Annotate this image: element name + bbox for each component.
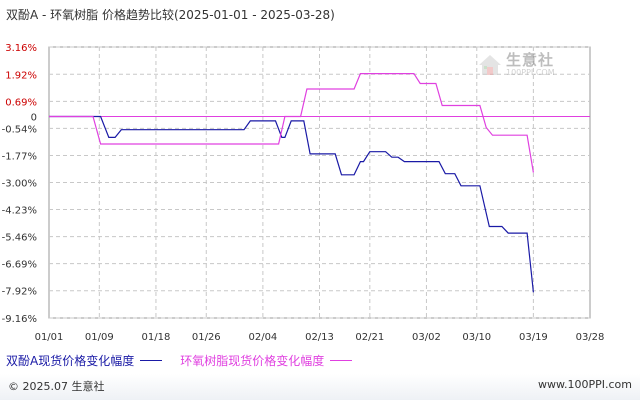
x-tick-label: 02/21 <box>355 332 384 343</box>
legend-label-series2: 环氧树脂现货价格变化幅度 <box>180 354 325 368</box>
legend-item-series1: 双酚A现货价格变化幅度 <box>6 352 163 369</box>
legend-swatch-series1 <box>140 360 163 361</box>
x-tick-label: 02/13 <box>305 332 334 343</box>
y-tick-label: -6.69% <box>2 260 37 271</box>
legend-swatch-series2 <box>330 360 353 361</box>
x-tick-label: 01/18 <box>142 332 171 343</box>
series-lines <box>49 72 534 293</box>
x-tick-label: 03/02 <box>412 332 441 343</box>
watermark-subtext: 100PPI.COM <box>506 68 555 77</box>
y-tick-label: -7.92% <box>2 287 37 298</box>
y-tick-label: -0.54% <box>2 124 37 135</box>
y-tick-label: 0.69% <box>5 97 37 108</box>
chart-title: 双酚A - 环氧树脂 价格趋势比较(2025-01-01 - 2025-03-2… <box>6 8 335 22</box>
watermark: 生意社 100PPI.COM <box>478 52 555 77</box>
legend-item-series2: 环氧树脂现货价格变化幅度 <box>180 352 353 369</box>
x-tick-label: 01/01 <box>35 332 64 343</box>
watermark-text: 生意社 <box>506 51 555 69</box>
y-tick-label: 0 <box>31 113 37 124</box>
y-tick-label: -4.23% <box>2 206 37 217</box>
line-chart: 3.16% 1.92% 0.69% 0-0.54% -1.77% -3.00% -4.23%… <box>2 43 605 343</box>
y-tick-label: -1.77% <box>2 151 37 162</box>
x-tick-label: 03/10 <box>462 332 491 343</box>
x-tick-label: 02/04 <box>248 332 277 343</box>
watermark-logo-icon <box>479 54 501 75</box>
x-tick-label: 01/09 <box>85 332 114 343</box>
y-tick-label: -9.16% <box>2 314 37 325</box>
y-tick-label: -5.46% <box>2 233 37 244</box>
series-line-2 <box>49 72 534 173</box>
series-line-1 <box>49 115 534 293</box>
y-tick-label: -3.00% <box>2 179 37 190</box>
legend-label-series1: 双酚A现货价格变化幅度 <box>6 354 135 368</box>
footer-bar <box>0 374 640 400</box>
y-tick-label: 1.92% <box>5 70 37 81</box>
x-tick-label: 03/28 <box>576 332 605 343</box>
y-tick-labels: 3.16% 1.92% 0.69% 0-0.54% -1.77% -3.00% -4.23%… <box>2 43 37 325</box>
footer-copyright: © 2025.07 生意社 <box>8 380 105 393</box>
x-tick-label: 03/19 <box>519 332 548 343</box>
x-tick-label: 01/26 <box>192 332 221 343</box>
y-tick-label: 3.16% <box>5 43 37 54</box>
grid <box>48 46 591 319</box>
legend: 双酚A现货价格变化幅度 环氧树脂现货价格变化幅度 <box>6 352 370 369</box>
footer-website-link[interactable]: www.100PPI.com <box>538 378 632 391</box>
x-tick-labels: 01/01 01/09 01/18 01/26 02/04 02/13 02/21 03/02… <box>35 332 605 343</box>
